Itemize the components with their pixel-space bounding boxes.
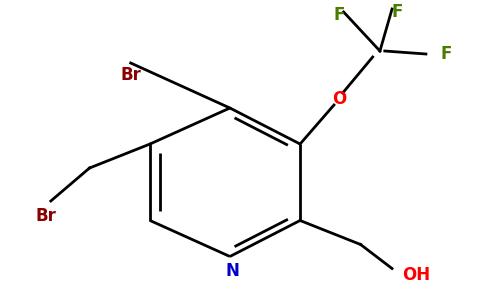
Text: Br: Br	[35, 207, 57, 225]
Text: OH: OH	[402, 266, 430, 284]
Text: Br: Br	[120, 66, 141, 84]
Text: F: F	[333, 6, 345, 24]
Text: N: N	[226, 262, 239, 280]
Text: F: F	[391, 3, 403, 21]
Text: F: F	[440, 45, 452, 63]
Text: O: O	[332, 90, 346, 108]
